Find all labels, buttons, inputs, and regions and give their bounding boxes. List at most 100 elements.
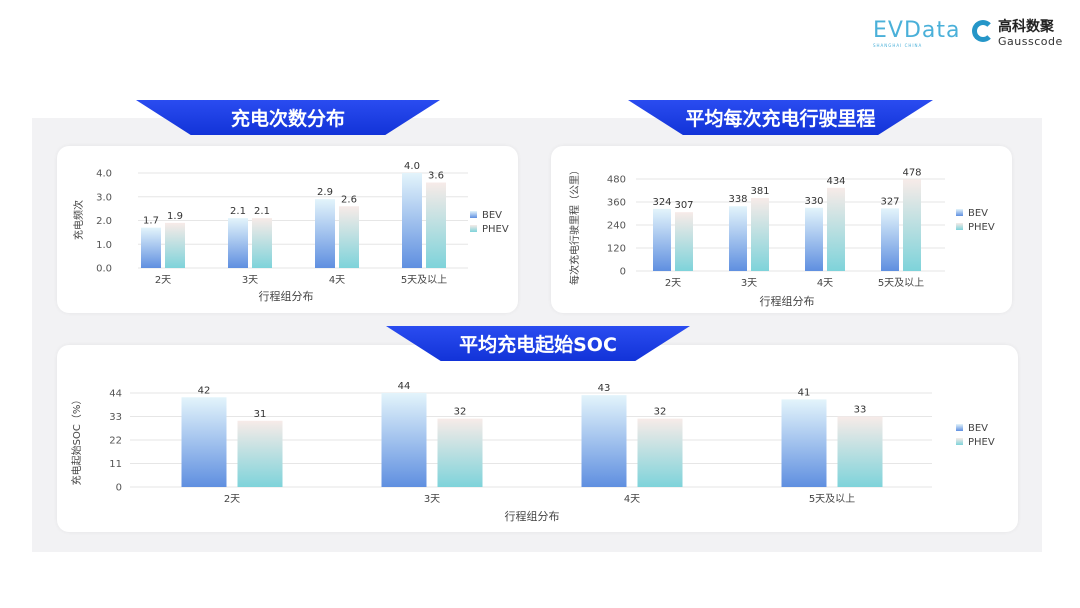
data-label: 2.6 — [341, 194, 357, 205]
data-label: 307 — [674, 200, 693, 211]
banner-mileage: 平均每次充电行驶里程 — [628, 100, 933, 135]
y-tick-label: 1.0 — [96, 240, 112, 251]
legend-label-bev: BEV — [968, 208, 988, 219]
bar-bev — [881, 208, 899, 271]
data-label: 338 — [728, 194, 747, 205]
y-tick-label: 240 — [607, 221, 626, 232]
bar-bev — [381, 393, 427, 487]
x-axis-title: 行程组分布 — [505, 509, 560, 523]
y-tick-label: 0 — [620, 267, 626, 278]
bar-phev — [675, 212, 693, 271]
bar-phev — [437, 418, 483, 487]
data-label: 43 — [598, 383, 611, 394]
data-label: 31 — [254, 409, 267, 420]
legend-label-bev: BEV — [482, 210, 502, 221]
bar-bev — [805, 207, 823, 271]
bar-phev — [903, 179, 921, 271]
legend-swatch-phev — [956, 223, 963, 230]
x-tick-label: 3天 — [741, 278, 757, 289]
bar-bev — [228, 218, 248, 268]
y-axis-title: 充电频次 — [72, 200, 85, 240]
y-tick-label: 2.0 — [96, 216, 112, 227]
bar-phev — [637, 418, 683, 487]
chart-card-mileage — [551, 146, 1012, 313]
bar-bev — [729, 206, 747, 271]
gausscode-en: Gausscode — [998, 35, 1063, 48]
banner-soc: 平均充电起始SOC — [386, 326, 690, 361]
bar-phev — [252, 218, 272, 268]
legend-label-phev: PHEV — [482, 224, 509, 235]
x-tick-label: 2天 — [224, 494, 240, 505]
legend-label-phev: PHEV — [968, 437, 995, 448]
data-label: 32 — [654, 407, 667, 418]
x-tick-label: 2天 — [155, 275, 171, 286]
data-label: 44 — [398, 381, 411, 392]
bar-phev — [751, 197, 769, 271]
bar-phev — [165, 222, 185, 268]
y-axis-title: 充电起始SOC（%） — [70, 395, 83, 486]
y-tick-label: 3.0 — [96, 192, 112, 203]
y-tick-label: 120 — [607, 244, 626, 255]
y-tick-label: 0.0 — [96, 264, 112, 275]
x-axis-title: 行程组分布 — [760, 294, 815, 308]
bar-bev — [653, 208, 671, 271]
bar-bev — [581, 395, 627, 487]
x-tick-label: 4天 — [329, 275, 345, 286]
x-tick-label: 5天及以上 — [401, 274, 447, 286]
legend-swatch-phev — [956, 438, 963, 445]
gausscode-cn: 高科数聚 — [998, 19, 1054, 35]
data-label: 478 — [902, 167, 921, 178]
banner-charge-count: 充电次数分布 — [136, 100, 440, 135]
y-tick-label: 22 — [109, 436, 122, 447]
bar-bev — [781, 399, 827, 487]
bar-bev — [141, 227, 161, 268]
x-tick-label: 4天 — [624, 494, 640, 505]
data-label: 2.1 — [254, 206, 270, 217]
data-label: 1.9 — [167, 211, 183, 222]
bar-phev — [237, 420, 283, 487]
data-label: 4.0 — [404, 161, 420, 172]
y-tick-label: 11 — [109, 459, 122, 470]
bar-phev — [339, 206, 359, 268]
y-tick-label: 0 — [116, 483, 122, 494]
x-tick-label: 4天 — [817, 278, 833, 289]
bar-bev — [402, 173, 422, 268]
legend-label-bev: BEV — [968, 423, 988, 434]
y-tick-label: 480 — [607, 175, 626, 186]
x-tick-label: 5天及以上 — [809, 493, 855, 505]
data-label: 2.9 — [317, 187, 333, 198]
bar-phev — [426, 182, 446, 268]
evdata-logo-text: EVData — [873, 18, 961, 43]
data-label: 33 — [854, 405, 867, 416]
banner-title: 平均每次充电行驶里程 — [685, 108, 876, 130]
bar-phev — [827, 187, 845, 271]
legend-swatch-phev — [470, 225, 477, 232]
evdata-logo-subtext: SHANGHAI CHINA — [873, 43, 923, 48]
y-tick-label: 4.0 — [96, 169, 112, 180]
evdata-logo: EVData SHANGHAI CHINA — [873, 18, 960, 48]
x-axis-title: 行程组分布 — [259, 289, 314, 303]
data-label: 330 — [804, 196, 823, 207]
x-tick-label: 3天 — [424, 494, 440, 505]
data-label: 1.7 — [143, 216, 159, 227]
y-tick-label: 44 — [109, 389, 122, 400]
bar-bev — [181, 397, 227, 487]
bar-phev — [837, 416, 883, 487]
data-label: 324 — [652, 197, 671, 208]
data-label: 32 — [454, 407, 467, 418]
gausscode-mark-icon — [972, 20, 994, 42]
y-tick-label: 33 — [109, 412, 122, 423]
data-label: 41 — [798, 387, 811, 398]
data-label: 327 — [880, 196, 899, 207]
y-tick-label: 360 — [607, 198, 626, 209]
x-tick-label: 5天及以上 — [878, 277, 924, 289]
x-tick-label: 3天 — [242, 275, 258, 286]
y-axis-title: 每次充电行驶里程（公里） — [568, 165, 581, 285]
data-label: 42 — [198, 385, 211, 396]
bar-bev — [315, 199, 335, 268]
data-label: 381 — [750, 186, 769, 197]
banner-title: 平均充电起始SOC — [459, 334, 617, 356]
legend-swatch-bev — [470, 211, 477, 218]
banner-title: 充电次数分布 — [230, 108, 345, 130]
